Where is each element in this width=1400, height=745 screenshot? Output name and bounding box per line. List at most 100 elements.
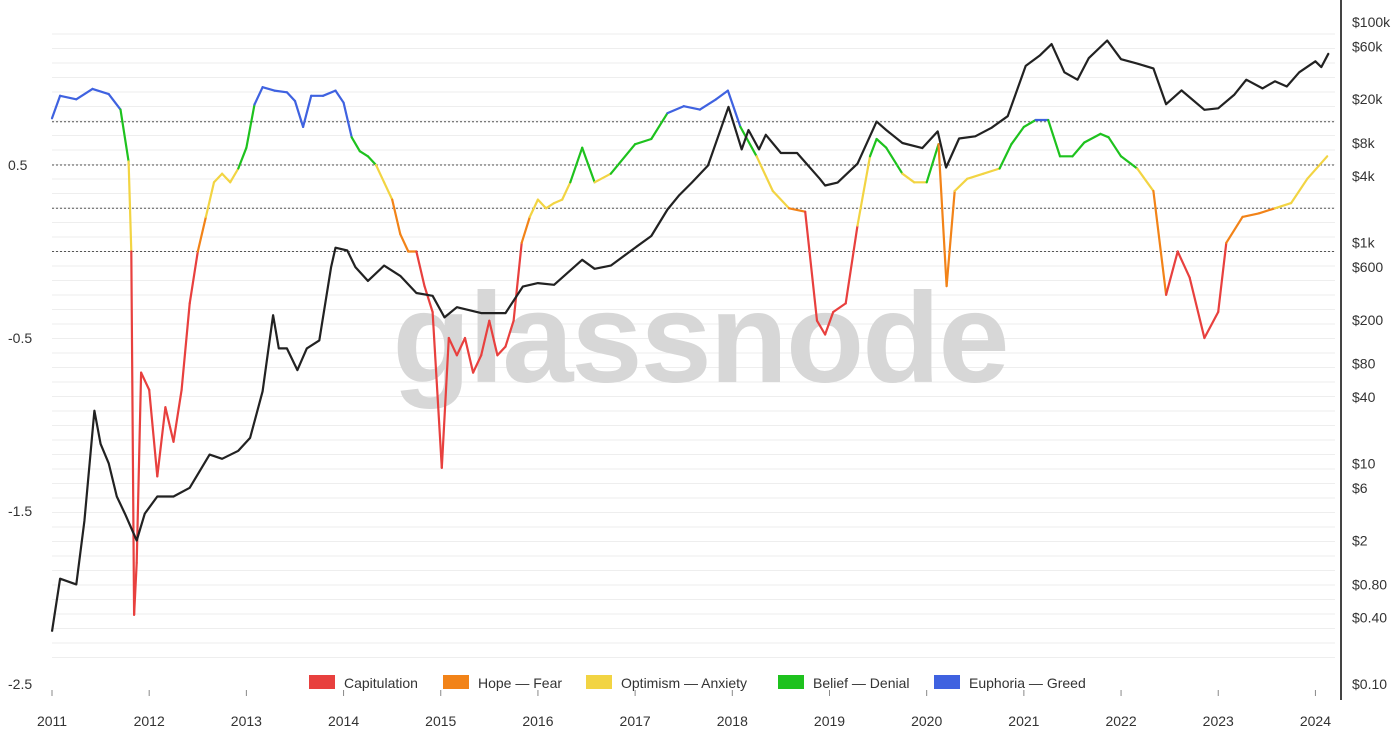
nupl-segment [528, 198, 540, 218]
price-point [278, 347, 280, 349]
nupl-segment [1241, 212, 1260, 218]
x-tick-label: 2011 [37, 713, 67, 729]
right-tick-label: $20k [1352, 91, 1383, 107]
nupl-segment [245, 103, 256, 149]
right-tick-label: $8k [1352, 135, 1376, 151]
nupl-segment [221, 172, 232, 184]
nupl-segment [536, 198, 548, 210]
nupl-segment [771, 189, 791, 210]
nupl-segment [334, 89, 345, 104]
nupl-segment [293, 99, 305, 129]
price-point [108, 462, 110, 464]
price-point [741, 148, 743, 150]
price-line [50, 39, 1330, 632]
price-point [209, 454, 211, 456]
nupl-segment [399, 233, 410, 253]
nupl-segment [1152, 189, 1168, 296]
nupl-segment [140, 371, 151, 391]
nupl-segment [204, 181, 216, 218]
price-point [537, 282, 539, 284]
nupl-segment [1289, 177, 1309, 205]
x-tick-label: 2016 [522, 713, 553, 729]
price-point [974, 135, 976, 137]
price-point [1274, 80, 1276, 82]
price-point [172, 495, 175, 498]
price-point [945, 166, 947, 169]
price-point [1165, 103, 1167, 105]
nupl-segment [544, 202, 556, 210]
price-point [727, 106, 730, 108]
price-point [383, 265, 385, 267]
nupl-segment [127, 160, 133, 253]
nupl-segment [815, 319, 827, 336]
nupl-segment [1022, 118, 1037, 129]
price-point [650, 235, 652, 237]
nupl-segment [925, 143, 940, 184]
nupl-segment [374, 163, 386, 184]
price-point [958, 137, 960, 140]
nupl-segment [107, 92, 122, 111]
price-point [51, 630, 53, 633]
price-point [1025, 65, 1027, 67]
nupl-segment [945, 189, 956, 288]
nupl-segment [1010, 125, 1026, 146]
nupl-segment [440, 336, 450, 469]
price-point [330, 266, 332, 268]
nupl-line [50, 86, 1329, 616]
x-axis-ticks: 2011 2012 2013 2014 2015 2016 2017 2018 2019 2020… [37, 690, 1331, 729]
price-point [443, 316, 446, 318]
nupl-segment [1273, 202, 1293, 210]
nupl-segment [581, 146, 596, 184]
price-point [367, 280, 369, 282]
legend-label: Optimism — Anxiety [621, 675, 747, 691]
price-point [334, 247, 337, 249]
nupl-segment [342, 101, 353, 139]
price-point [237, 450, 239, 452]
price-point [666, 208, 669, 211]
x-tick-label: 2012 [134, 713, 165, 729]
nupl-segment [164, 406, 175, 443]
series-layer [50, 39, 1330, 633]
price-point [354, 266, 356, 268]
price-point [1286, 85, 1288, 88]
price-point [480, 312, 482, 314]
nupl-segment [148, 388, 159, 478]
price-point [272, 314, 274, 316]
price-point [75, 583, 77, 586]
price-point [1328, 52, 1330, 54]
nupl-segment [472, 354, 483, 374]
legend: Capitulation Hope — Fear Optimism — Anxiet… [309, 675, 1086, 691]
right-tick-label: $2 [1352, 532, 1368, 548]
nupl-segment [1203, 310, 1220, 340]
x-tick-label: 2017 [620, 713, 651, 729]
price-point [553, 284, 555, 286]
nupl-segment [868, 137, 878, 158]
price-point [1051, 43, 1053, 45]
nupl-segment [982, 167, 1001, 175]
nupl-segment [650, 111, 669, 141]
nupl-segment [383, 181, 394, 201]
nupl-segment [856, 155, 872, 227]
nupl-segment [358, 150, 369, 158]
nupl-segment [832, 302, 847, 314]
price-point [1233, 94, 1235, 96]
right-tick-label: $40 [1352, 389, 1376, 405]
nupl-segment [447, 336, 458, 357]
nupl-segment [180, 302, 191, 391]
price-point [824, 184, 826, 187]
price-point [83, 520, 85, 522]
nupl-segment [698, 98, 718, 111]
price-point [262, 390, 264, 392]
price-point [1106, 39, 1108, 42]
price-point [504, 312, 507, 314]
right-tick-label: $600 [1352, 259, 1383, 275]
x-tick-label: 2020 [911, 713, 942, 729]
watermark-text: glassnode [392, 267, 1007, 410]
nupl-segment [156, 406, 167, 478]
x-tick-label: 2019 [814, 713, 845, 729]
price-point [116, 495, 118, 498]
right-tick-label: $6 [1352, 480, 1368, 496]
price-point [156, 495, 158, 498]
nupl-segment [253, 86, 264, 106]
